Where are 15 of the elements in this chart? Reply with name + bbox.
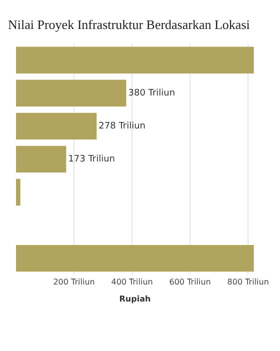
chart-title: Nilai Proyek Infrastruktur Berdasarkan Lokasi — [8, 17, 250, 32]
bar — [16, 80, 126, 106]
x-axis-title: Rupiah — [119, 294, 151, 304]
data-label: 173 Triliun — [68, 154, 116, 165]
data-label: 278 Triliun — [98, 122, 146, 132]
bar — [16, 146, 66, 173]
data-label: 380 Triliun — [128, 88, 176, 98]
bar — [16, 46, 254, 74]
bar — [16, 178, 20, 206]
x-tick-label: 800 Triliun — [227, 278, 269, 287]
bar — [16, 244, 254, 272]
x-tick-label: 400 Triliun — [111, 278, 153, 287]
x-tick-label: 600 Triliun — [169, 278, 211, 287]
bar — [16, 112, 97, 140]
x-tick-label: 200 Triliun — [53, 278, 95, 287]
